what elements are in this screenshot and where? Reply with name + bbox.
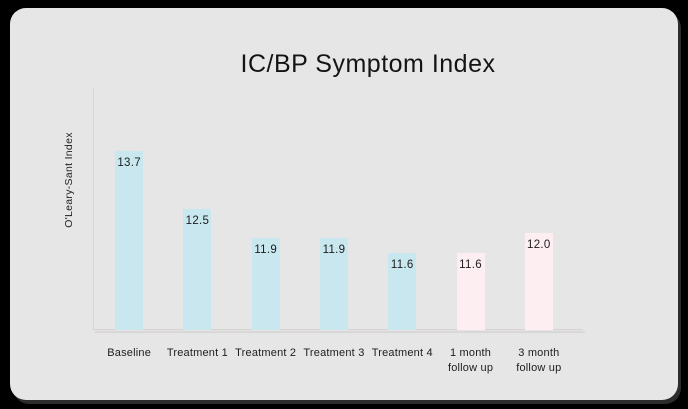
bar-column: 11.6: [368, 88, 436, 330]
x-axis-category-label: Baseline: [107, 347, 152, 359]
x-axis-category-label: Treatment 1: [166, 347, 228, 359]
bar: 11.6: [388, 253, 417, 330]
x-axis-labels: Baseline Treatment 1 Treatment 2 Treatment …: [95, 346, 573, 376]
bar-value-label: 11.9: [322, 244, 346, 256]
x-axis-category-label: Treatment 2: [235, 347, 297, 359]
bar: 12.0: [524, 233, 553, 330]
x-axis-category-label: 3 month follow up: [516, 347, 562, 374]
bar-column: 11.9: [300, 88, 368, 330]
y-axis-label: O'Leary-Sant Index: [63, 132, 75, 228]
chart-title: IC/BP Symptom Index: [240, 50, 496, 78]
x-axis-category-label: 1 month follow up: [447, 347, 494, 374]
bar-column: 12.0: [505, 88, 573, 330]
x-axis-line: [93, 329, 583, 331]
bar: 11.6: [456, 253, 485, 330]
bar-column: 11.6: [436, 88, 504, 330]
chart-card: IC/BP Symptom Index O'Leary-Sant Index 1…: [10, 8, 678, 400]
y-axis-line: [93, 88, 95, 331]
bar: 12.5: [183, 209, 212, 330]
bar: 11.9: [319, 238, 348, 330]
x-axis-category-label: Treatment 3: [303, 347, 365, 359]
x-axis-category-label: Treatment 4: [371, 347, 433, 359]
bar-column: 11.9: [232, 88, 300, 330]
bar-value-label: 11.9: [254, 244, 278, 256]
bar-column: 13.7: [95, 88, 163, 330]
bars-area: 13.7 12.5 11.9 11.9 11.6 11.6 12.0: [95, 88, 573, 330]
bar-value-label: 13.7: [117, 157, 141, 169]
bar-value-label: 11.6: [459, 259, 482, 271]
bar-value-label: 12.0: [527, 239, 551, 251]
bar: 13.7: [115, 151, 144, 330]
bar: 11.9: [251, 238, 280, 330]
bar-value-label: 12.5: [185, 215, 210, 227]
bar-column: 12.5: [163, 88, 231, 330]
bar-value-label: 11.6: [390, 259, 414, 271]
